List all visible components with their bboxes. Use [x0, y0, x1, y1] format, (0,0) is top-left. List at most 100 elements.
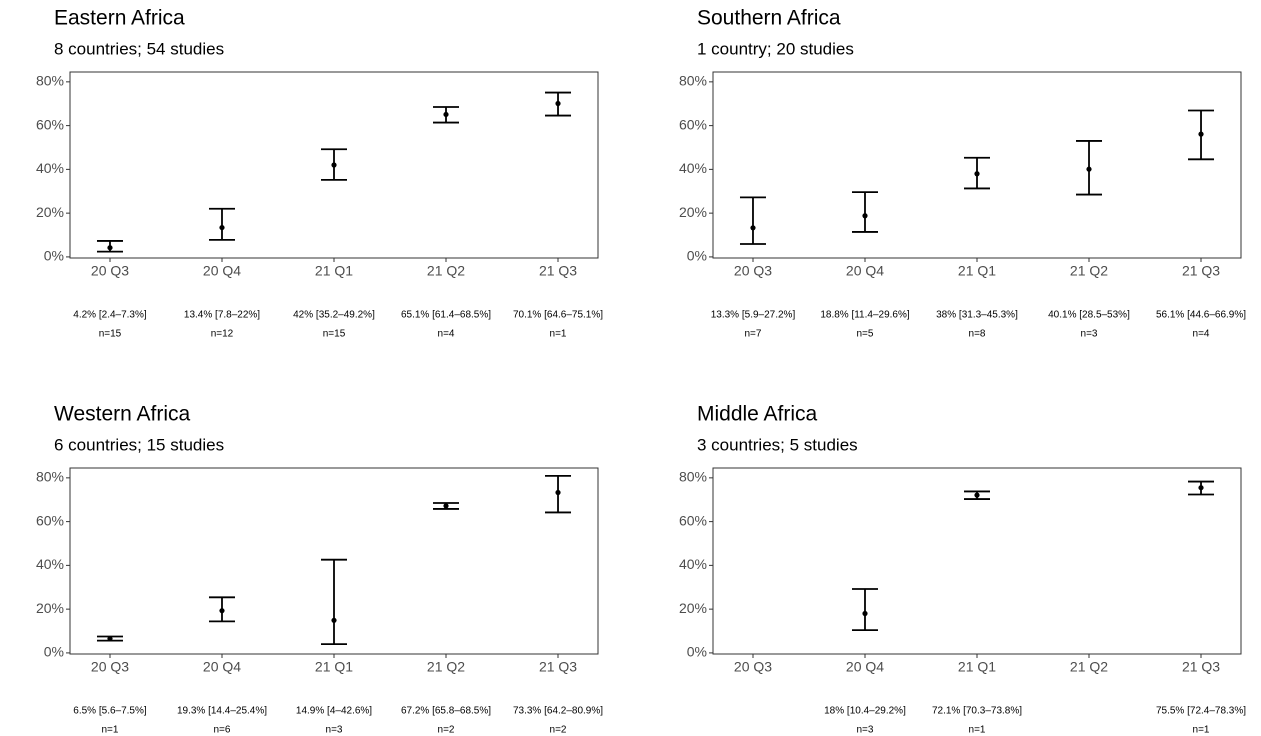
y-tick-label: 40% [36, 160, 64, 176]
y-tick-label: 40% [679, 160, 707, 176]
y-tick-label: 80% [679, 469, 707, 485]
point [107, 636, 113, 642]
point [862, 213, 868, 219]
panel-subtitle: 8 countries; 54 studies [54, 39, 224, 58]
value-label: 56.1% [44.6–66.9%] [1156, 310, 1246, 321]
panel-title: Western Africa [54, 403, 190, 426]
x-tick-label: 20 Q4 [203, 263, 241, 279]
point [107, 245, 113, 251]
y-tick-label: 0% [44, 248, 64, 264]
n-label: n=5 [857, 329, 874, 340]
n-label: n=7 [745, 329, 762, 340]
value-label: 75.5% [72.4–78.3%] [1156, 706, 1246, 717]
point [555, 100, 561, 107]
value-label: 4.2% [2.4–7.3%] [73, 310, 147, 321]
n-label: n=1 [1193, 725, 1210, 736]
x-tick-label: 21 Q3 [539, 263, 577, 279]
n-label: n=2 [438, 725, 455, 736]
point [974, 492, 980, 498]
point [862, 610, 868, 617]
y-tick-label: 40% [36, 556, 64, 572]
y-tick-label: 60% [36, 512, 64, 528]
y-tick-label: 60% [36, 116, 64, 132]
point [1198, 485, 1204, 491]
n-label: n=4 [1193, 329, 1210, 340]
panel-subtitle: 3 countries; 5 studies [697, 435, 858, 454]
x-tick-label: 21 Q1 [315, 263, 353, 279]
point [1086, 166, 1092, 172]
y-tick-label: 60% [679, 512, 707, 528]
point [331, 617, 337, 623]
point [331, 162, 337, 168]
y-tick-label: 80% [36, 469, 64, 485]
x-tick-label: 21 Q2 [1070, 659, 1108, 675]
value-label: 72.1% [70.3–73.8%] [932, 706, 1022, 717]
n-label: n=3 [326, 725, 343, 736]
y-tick-label: 0% [687, 644, 707, 660]
value-label: 42% [35.2–49.2%] [293, 310, 375, 321]
x-tick-label: 21 Q3 [1182, 659, 1220, 675]
panel-subtitle: 6 countries; 15 studies [54, 435, 224, 454]
x-tick-label: 21 Q3 [539, 659, 577, 675]
y-tick-label: 40% [679, 556, 707, 572]
panel-title: Southern Africa [697, 7, 841, 30]
panel-title: Eastern Africa [54, 7, 185, 30]
x-tick-label: 21 Q1 [958, 263, 996, 279]
n-label: n=6 [214, 725, 231, 736]
point [443, 503, 449, 509]
y-tick-label: 0% [44, 644, 64, 660]
value-label: 6.5% [5.6–7.5%] [73, 706, 147, 717]
x-tick-label: 20 Q4 [846, 263, 884, 279]
y-tick-label: 20% [679, 600, 707, 616]
point [555, 489, 561, 496]
x-tick-label: 20 Q3 [91, 263, 129, 279]
n-label: n=1 [550, 329, 567, 340]
n-label: n=3 [857, 725, 874, 736]
value-label: 19.3% [14.4–25.4%] [177, 706, 267, 717]
y-tick-label: 80% [679, 73, 707, 89]
n-label: n=15 [323, 329, 346, 340]
n-label: n=2 [550, 725, 567, 736]
n-label: n=1 [102, 725, 119, 736]
value-label: 14.9% [4–42.6%] [296, 706, 372, 717]
y-tick-label: 20% [36, 600, 64, 616]
y-tick-label: 20% [36, 204, 64, 220]
n-label: n=4 [438, 329, 455, 340]
x-tick-label: 21 Q1 [958, 659, 996, 675]
x-tick-label: 20 Q4 [846, 659, 884, 675]
y-tick-label: 80% [36, 73, 64, 89]
point [974, 171, 980, 177]
x-tick-label: 21 Q2 [427, 659, 465, 675]
x-tick-label: 21 Q3 [1182, 263, 1220, 279]
panel-title: Middle Africa [697, 403, 818, 426]
n-label: n=3 [1081, 329, 1098, 340]
x-tick-label: 21 Q2 [427, 263, 465, 279]
value-label: 65.1% [61.4–68.5%] [401, 310, 491, 321]
n-label: n=8 [969, 329, 986, 340]
n-label: n=15 [99, 329, 122, 340]
x-tick-label: 20 Q3 [734, 659, 772, 675]
point [750, 225, 756, 231]
value-label: 13.4% [7.8–22%] [184, 310, 260, 321]
x-tick-label: 21 Q2 [1070, 263, 1108, 279]
x-tick-label: 20 Q4 [203, 659, 241, 675]
point [443, 111, 449, 118]
value-label: 13.3% [5.9–27.2%] [711, 310, 796, 321]
n-label: n=12 [211, 329, 234, 340]
point [219, 224, 225, 231]
value-label: 40.1% [28.5–53%] [1048, 310, 1130, 321]
x-tick-label: 21 Q1 [315, 659, 353, 675]
point [1198, 131, 1204, 137]
value-label: 73.3% [64.2–80.9%] [513, 706, 603, 717]
value-label: 18% [10.4–29.2%] [824, 706, 906, 717]
x-tick-label: 20 Q3 [91, 659, 129, 675]
n-label: n=1 [969, 725, 986, 736]
y-tick-label: 20% [679, 204, 707, 220]
panel-subtitle: 1 country; 20 studies [697, 39, 854, 58]
y-tick-label: 0% [687, 248, 707, 264]
point [219, 608, 225, 614]
value-label: 38% [31.3–45.3%] [936, 310, 1018, 321]
x-tick-label: 20 Q3 [734, 263, 772, 279]
value-label: 67.2% [65.8–68.5%] [401, 706, 491, 717]
